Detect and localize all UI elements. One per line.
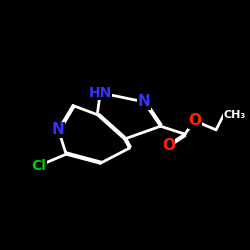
- Text: O: O: [162, 138, 175, 152]
- Text: HN: HN: [88, 86, 112, 100]
- Text: N: N: [52, 122, 65, 137]
- Text: O: O: [188, 113, 201, 128]
- Text: Cl: Cl: [32, 159, 46, 173]
- Text: CH₃: CH₃: [224, 110, 246, 120]
- Text: N: N: [138, 94, 150, 110]
